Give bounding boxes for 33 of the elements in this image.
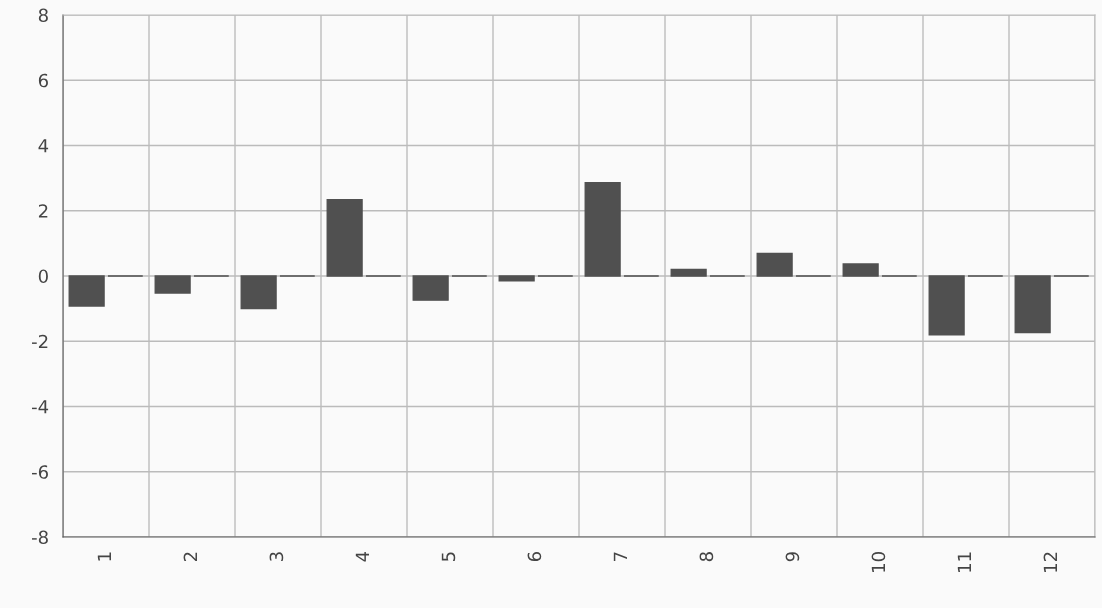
x-tick-label: 2 — [183, 552, 197, 562]
bar — [326, 198, 363, 277]
y-tick-label: -4 — [31, 400, 49, 414]
y-tick-label: 6 — [38, 73, 48, 88]
y-tick-label: -6 — [31, 465, 48, 479]
y-tick-label: 4 — [38, 139, 49, 153]
bar — [928, 275, 965, 336]
x-tick-label: 1 — [97, 552, 111, 561]
y-tick-label: 2 — [38, 204, 48, 218]
bar — [68, 275, 105, 307]
y-tick-label: -2 — [31, 334, 48, 349]
x-tick-label: 6 — [527, 552, 542, 562]
x-tick-label: 3 — [269, 552, 284, 561]
bar — [584, 181, 621, 277]
bar — [756, 252, 793, 277]
y-tick-label: 8 — [38, 8, 48, 23]
bar — [240, 275, 277, 310]
bar — [412, 275, 449, 301]
x-tick-label: 11 — [957, 552, 971, 572]
x-tick-label: 4 — [355, 551, 369, 562]
bar — [1014, 275, 1051, 334]
x-tick-label: 8 — [699, 552, 714, 562]
x-tick-label: 12 — [1043, 552, 1057, 572]
x-tick-label: 10 — [871, 552, 886, 572]
y-tick-label: 0 — [38, 269, 48, 284]
y-tick-label: -8 — [31, 530, 48, 545]
bar — [842, 263, 879, 277]
x-tick-label: 5 — [441, 552, 456, 561]
bar — [670, 268, 707, 277]
x-tick-label: 9 — [785, 552, 800, 562]
bar — [154, 275, 191, 294]
x-tick-label: 7 — [613, 552, 627, 561]
bar — [498, 275, 535, 282]
